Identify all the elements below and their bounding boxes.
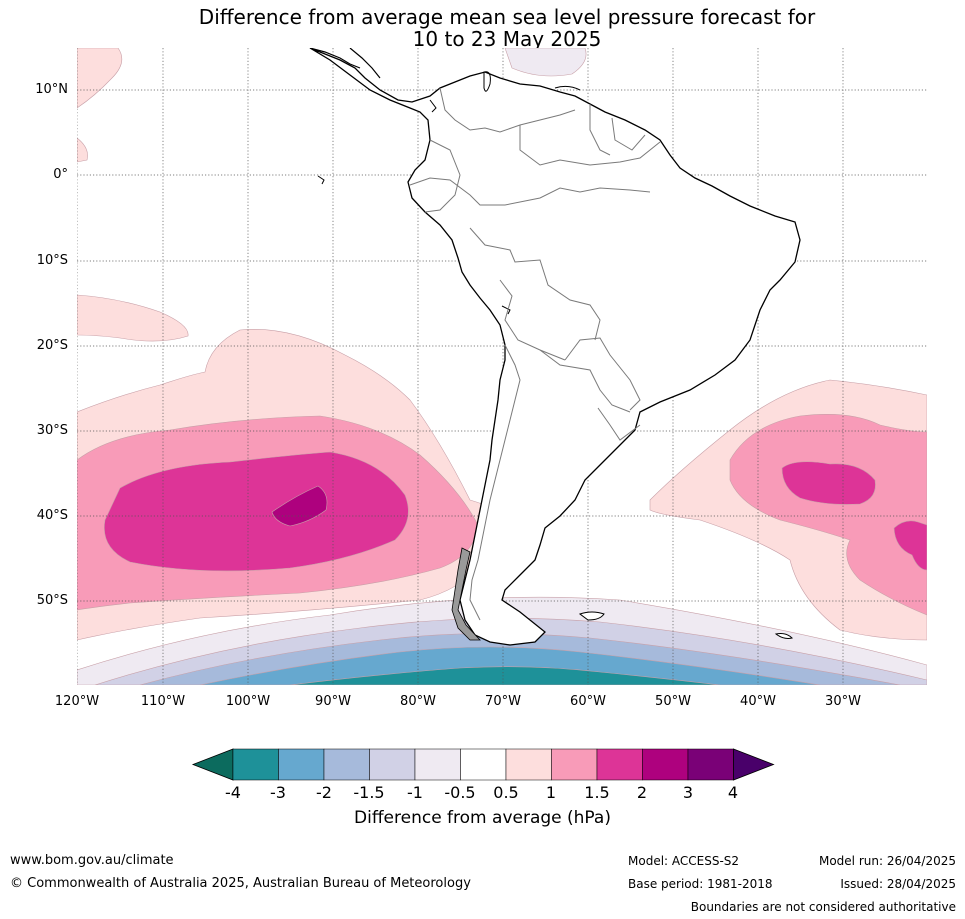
colorbar-tick: -1.5	[353, 783, 385, 802]
colorbar-arrow-high	[733, 748, 775, 781]
lat-label-10s: 10°S	[36, 253, 68, 268]
lat-label-20s: 20°S	[36, 338, 68, 353]
footer-website: www.bom.gov.au/climate	[10, 853, 174, 868]
colorbar-title: Difference from average (hPa)	[354, 808, 611, 828]
colorbar-segment	[460, 748, 507, 781]
lon-label-110w: 110°W	[140, 694, 186, 709]
lon-label-30w: 30°W	[825, 694, 861, 709]
anomaly-region-pacific-4	[103, 451, 409, 572]
caribbean-island-1	[483, 71, 491, 92]
falkland-islands	[578, 611, 605, 621]
colorbar-segment	[642, 748, 689, 781]
anomaly-region-caribbean	[504, 48, 587, 77]
lake-titicaca	[501, 305, 511, 315]
colorbar-segment	[596, 748, 643, 781]
colorbar-segment	[232, 748, 279, 781]
lon-label-40w: 40°W	[740, 694, 776, 709]
colorbar-segment	[278, 748, 325, 781]
lon-label-60w: 60°W	[570, 694, 606, 709]
map-title-line1: Difference from average mean sea level p…	[198, 5, 816, 29]
lat-label-0: 0°	[53, 167, 68, 182]
map-title-line2: 10 to 23 May 2025	[412, 27, 602, 51]
colorbar-tick: -1	[407, 783, 423, 802]
lat-label-40s: 40°S	[36, 508, 68, 523]
footer-issued: Issued: 28/04/2025	[840, 877, 956, 891]
coastline-layer	[309, 48, 801, 646]
colorbar-tick: -4	[225, 783, 241, 802]
footer-model-run: Model run: 26/04/2025	[818, 854, 956, 868]
colorbar-tick: 4	[727, 783, 739, 802]
anomaly-region-atlantic-4	[893, 520, 927, 571]
central-america-coastline	[309, 48, 381, 79]
anomaly-region-atlantic-2	[729, 413, 927, 616]
anomaly-region-nw	[77, 48, 123, 109]
lon-label-120w: 120°W	[54, 694, 100, 709]
lat-label-30s: 30°S	[36, 423, 68, 438]
south-georgia	[774, 633, 793, 639]
colorbar-tick: -2	[316, 783, 332, 802]
colorbar-segment	[551, 748, 598, 781]
footer-model: Model: ACCESS-S2	[628, 854, 740, 868]
colorbar-tick: -3	[270, 783, 286, 802]
footer-copyright: © Commonwealth of Australia 2025, Austra…	[10, 876, 471, 891]
lat-label-50s: 50°S	[36, 593, 68, 608]
anomaly-region-atlantic-3	[781, 461, 876, 505]
colorbar-segment	[505, 748, 552, 781]
lon-label-90w: 90°W	[315, 694, 351, 709]
colorbar-tick: 0.5	[493, 783, 519, 802]
colorbar-tick: 2	[636, 783, 648, 802]
caribbean-island-2	[554, 85, 581, 91]
south-america-coastline	[309, 48, 801, 646]
footer-disclaimer: Boundaries are not considered authoritat…	[690, 900, 956, 914]
galapagos-islands	[317, 175, 325, 185]
colorbar-segment	[687, 748, 734, 781]
colorbar-segment	[369, 748, 416, 781]
anomaly-region-south-5	[289, 666, 721, 685]
lake-maracaibo	[429, 99, 437, 113]
lat-label-10n: 10°N	[35, 82, 68, 97]
lon-label-50w: 50°W	[655, 694, 691, 709]
anomaly-region-pacific-1	[77, 294, 189, 342]
anomaly-region-nw-small	[77, 137, 88, 163]
colorbar-segment	[323, 748, 370, 781]
colorbar-tick: 1	[545, 783, 557, 802]
colorbar-tick: -0.5	[444, 783, 476, 802]
colorbar-tick: 3	[682, 783, 694, 802]
lon-label-80w: 80°W	[400, 694, 436, 709]
lon-label-100w: 100°W	[225, 694, 271, 709]
colorbar-segment	[414, 748, 461, 781]
colorbar-tick: 1.5	[584, 783, 610, 802]
colorbar-segments	[191, 748, 775, 781]
chilean-archipelago	[451, 547, 481, 641]
lon-label-70w: 70°W	[485, 694, 521, 709]
footer-base-period: Base period: 1981-2018	[628, 877, 773, 891]
national-borders	[409, 87, 661, 621]
colorbar-arrow-low	[191, 748, 234, 781]
